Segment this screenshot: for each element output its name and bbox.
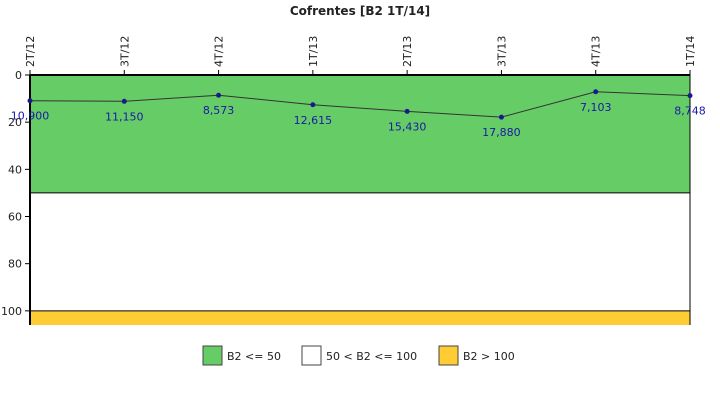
data-label: 12,615	[294, 114, 333, 127]
data-point	[687, 93, 693, 99]
data-label: 10,900	[11, 110, 50, 123]
data-label: 11,150	[105, 110, 144, 123]
bands-layer	[30, 75, 690, 325]
data-point	[404, 108, 410, 114]
data-label: 8,748	[674, 105, 706, 118]
legend: B2 <= 50 50 < B2 <= 100 B2 > 100	[202, 345, 515, 366]
legend-swatch-0	[202, 345, 223, 366]
series-layer: 10,900 11,150 8,573 12,615 15,430 17,880 7,103…	[11, 89, 706, 139]
x-tick-label: 3T/13	[495, 36, 508, 67]
series-line	[29, 91, 691, 118]
data-label: 17,880	[482, 126, 521, 139]
x-tick-label: 4T/13	[590, 36, 603, 67]
band-0	[30, 75, 690, 193]
axis-layer: 0 20 40 60 80 100 2T/12 3T/12 4T/12 1T/13 2T/13 3T/…	[1, 36, 697, 325]
data-label: 15,430	[388, 120, 427, 133]
data-point	[121, 98, 127, 104]
data-point	[27, 98, 33, 104]
x-tick-label: 3T/12	[118, 36, 131, 67]
band-1	[30, 192, 690, 311]
x-tick-label: 1T/13	[307, 36, 320, 67]
x-tick-label: 2T/13	[401, 36, 414, 67]
y-tick-label: 0	[15, 69, 22, 82]
y-tick-label: 100	[1, 305, 22, 318]
data-point	[216, 92, 222, 98]
x-tick-label: 4T/12	[213, 36, 226, 67]
legend-label-1: 50 < B2 <= 100	[326, 350, 417, 363]
legend-label-0: B2 <= 50	[227, 350, 281, 363]
data-point	[498, 114, 504, 120]
x-tick-label: 1T/14	[684, 36, 697, 67]
data-label: 7,103	[580, 101, 612, 114]
x-tick-label: 2T/12	[24, 36, 37, 67]
data-point	[593, 89, 599, 95]
chart-title: Cofrentes [B2 1T/14]	[290, 4, 430, 18]
y-tick-label: 20	[8, 116, 22, 129]
y-tick-label: 40	[8, 163, 22, 176]
legend-swatch-1	[301, 345, 322, 366]
data-point	[310, 102, 316, 108]
legend-swatch-2	[438, 345, 459, 366]
legend-label-2: B2 > 100	[463, 350, 515, 363]
y-tick-label: 60	[8, 211, 22, 224]
y-tick-label: 80	[8, 258, 22, 271]
data-label: 8,573	[203, 104, 235, 117]
band-2	[30, 310, 690, 325]
